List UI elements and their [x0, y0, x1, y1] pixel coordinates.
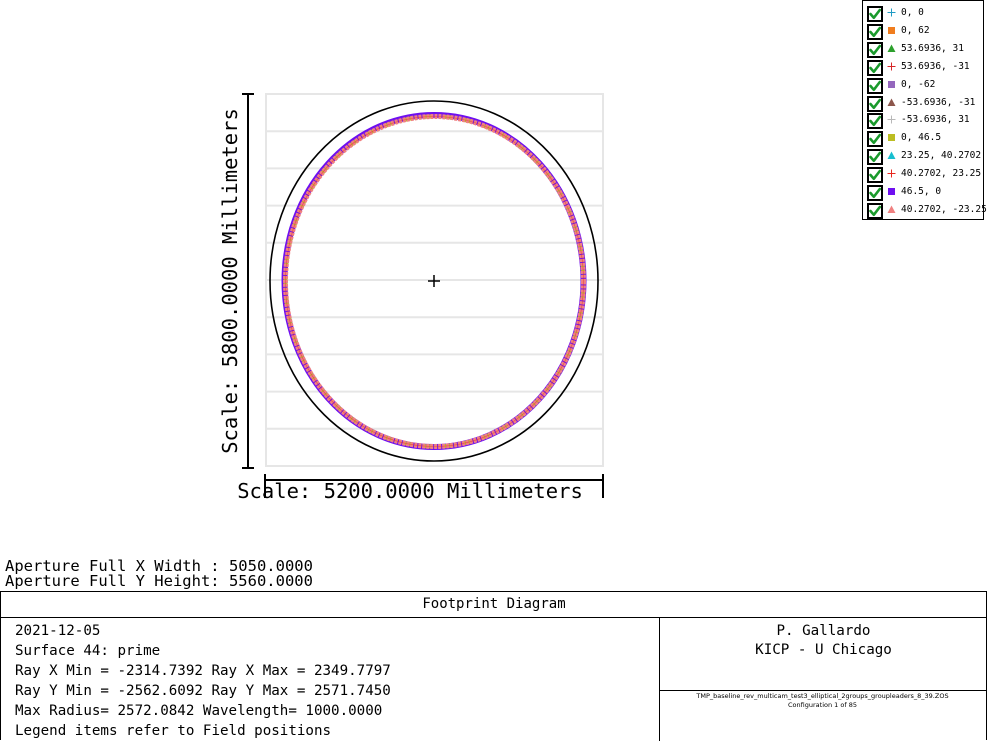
aperture-x-width: Aperture Full X Width : 5050.0000: [5, 557, 313, 575]
author-name: P. Gallardo: [776, 623, 871, 639]
x-scale-bar: [264, 474, 604, 498]
legend-checkbox[interactable]: [867, 77, 883, 94]
file-block: TMP_baseline_rev_multicam_test3_elliptic…: [659, 692, 986, 710]
legend-item[interactable]: 0, -62: [863, 76, 983, 94]
legend-label: -53.6936, 31: [901, 114, 970, 126]
surface-text: Surface 44: prime: [15, 643, 161, 659]
checkmark-icon: [869, 8, 881, 20]
checkmark-icon: [869, 80, 881, 91]
legend-checkbox[interactable]: [867, 6, 883, 22]
legend-checkbox[interactable]: [867, 95, 883, 112]
legend-checkbox[interactable]: [867, 202, 883, 219]
cross-marker-icon: [887, 168, 896, 179]
checkmark-icon: [869, 116, 881, 127]
legend-label: 53.6936, -31: [901, 60, 970, 72]
x-scale-label: Scale: 5200.0000 Millimeters: [237, 479, 583, 503]
legend-item[interactable]: 46.5, 0: [863, 183, 983, 201]
legend-item[interactable]: 53.6936, 31: [863, 40, 983, 58]
configuration-text: Configuration 1 of 85: [788, 701, 857, 709]
center-cross-icon: [428, 275, 440, 287]
legend-checkbox[interactable]: [867, 185, 883, 201]
checkmark-icon: [869, 151, 881, 163]
triangle-marker-icon: [887, 204, 896, 215]
checkmark-icon: [869, 169, 881, 181]
footprint-plot: Scale: 5800.0000 Millimeters Scale: 5200…: [218, 93, 604, 503]
legend-label: 46.5, 0: [901, 186, 942, 197]
info-divider-horizontal: [659, 690, 986, 691]
ray-x-text: Ray X Min = -2314.7392 Ray X Max = 2349.…: [15, 663, 391, 679]
cross-marker-icon: [887, 7, 896, 18]
legend-checkbox[interactable]: [867, 149, 883, 166]
legend-item[interactable]: 40.2702, 23.25: [863, 165, 983, 184]
legend-note-text: Legend items refer to Field positions: [15, 723, 332, 739]
legend-panel: 0, 0 0, 62 53.6936, 31 53.6936, -31 0, -62 -5…: [862, 0, 987, 220]
legend-label: 23.25, 40.2702: [901, 150, 982, 162]
legend-label: 40.2702, 23.25: [901, 168, 982, 180]
legend-checkbox[interactable]: [867, 59, 883, 76]
ray-y-text: Ray Y Min = -2562.6092 Ray Y Max = 2571.…: [15, 683, 391, 699]
legend-checkbox[interactable]: [867, 23, 883, 40]
plot-frame: [265, 93, 604, 467]
date-text: 2021-12-05: [15, 623, 101, 639]
legend-label: 0, 62: [901, 24, 930, 36]
y-scale-bar: [242, 93, 254, 469]
file-name: TMP_baseline_rev_multicam_test3_elliptic…: [696, 692, 949, 700]
legend-checkbox[interactable]: [867, 113, 883, 130]
legend-label: 0, 0: [901, 7, 924, 18]
legend-label: 0, 46.5: [901, 132, 942, 144]
aperture-outline: [269, 100, 599, 462]
cross-marker-icon: [887, 114, 896, 125]
author-org: KICP - U Chicago: [755, 642, 892, 658]
checkmark-icon: [869, 133, 881, 145]
checkmark-icon: [869, 26, 881, 37]
square-marker-icon: [887, 186, 896, 197]
legend-label: 53.6936, 31: [901, 42, 964, 54]
square-marker-icon: [887, 79, 896, 90]
info-table: Footprint Diagram 2021-12-05 Surface 44:…: [0, 591, 987, 741]
legend-label: -53.6936, -31: [901, 96, 976, 108]
max-radius-text: Max Radius= 2572.0842 Wavelength= 1000.0…: [15, 703, 383, 719]
info-details: 2021-12-05 Surface 44: prime Ray X Min =…: [15, 621, 391, 741]
square-marker-icon: [887, 132, 896, 143]
beam-footprint-edge: [285, 116, 584, 447]
legend-label: 40.2702, -23.25: [901, 203, 987, 215]
legend-item[interactable]: 23.25, 40.2702: [863, 147, 983, 166]
legend-checkbox[interactable]: [867, 41, 883, 58]
legend-item[interactable]: 0, 46.5: [863, 129, 983, 148]
legend-item[interactable]: 0, 62: [863, 22, 983, 40]
square-marker-icon: [887, 25, 896, 36]
checkmark-icon: [869, 98, 881, 109]
aperture-y-height: Aperture Full Y Height: 5560.0000: [5, 572, 313, 590]
legend-item[interactable]: -53.6936, -31: [863, 94, 983, 112]
triangle-marker-icon: [887, 43, 896, 54]
legend-checkbox[interactable]: [867, 131, 883, 148]
triangle-marker-icon: [887, 97, 896, 108]
triangle-marker-icon: [887, 150, 896, 161]
legend-checkbox[interactable]: [867, 167, 883, 184]
legend-item[interactable]: 0, 0: [863, 4, 983, 22]
checkmark-icon: [869, 205, 881, 216]
info-divider-vertical: [659, 617, 660, 741]
diagram-title: Footprint Diagram: [1, 592, 987, 618]
legend-item[interactable]: 40.2702, -23.25: [863, 201, 987, 219]
checkmark-icon: [869, 44, 881, 55]
y-scale-label: Scale: 5800.0000 Millimeters: [218, 108, 242, 454]
author-block: P. Gallardo KICP - U Chicago: [660, 622, 987, 660]
checkmark-icon: [869, 62, 881, 73]
cross-marker-icon: [887, 61, 896, 72]
legend-label: 0, -62: [901, 78, 936, 90]
legend-item[interactable]: -53.6936, 31: [863, 111, 983, 130]
checkmark-icon: [869, 187, 881, 199]
legend-item[interactable]: 53.6936, -31: [863, 58, 983, 76]
